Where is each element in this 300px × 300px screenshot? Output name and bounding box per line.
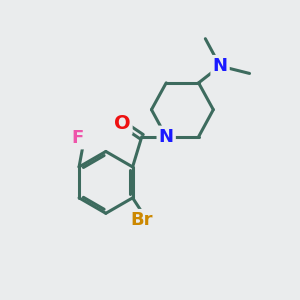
- Text: N: N: [213, 57, 228, 75]
- Text: N: N: [159, 128, 174, 146]
- Text: O: O: [114, 114, 130, 133]
- Text: F: F: [72, 129, 84, 147]
- Text: Br: Br: [130, 211, 153, 229]
